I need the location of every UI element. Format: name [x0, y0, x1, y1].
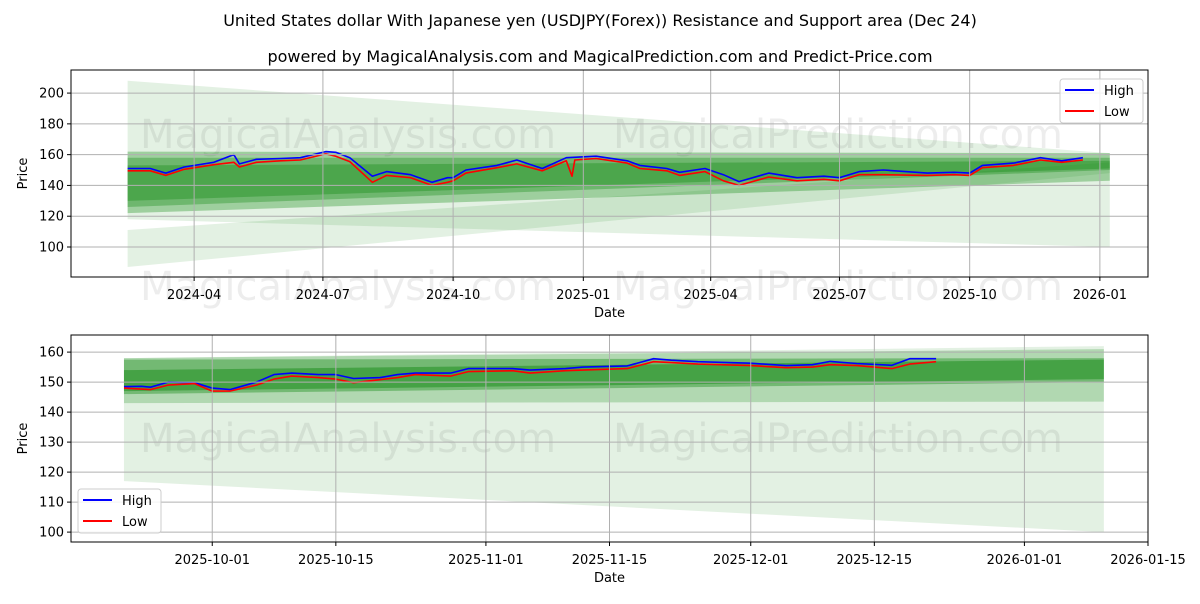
- series-line-high: [127, 150, 1084, 184]
- plot-area: [123, 346, 1104, 533]
- watermark: MagicalAnalysis.com: [140, 264, 556, 310]
- x-axis-label: Date: [594, 571, 625, 586]
- support-resistance-band: [127, 157, 1110, 207]
- support-resistance-band: [123, 346, 1104, 533]
- legend: High Low: [1059, 78, 1144, 124]
- x-tick-label: 2025-01: [556, 288, 610, 303]
- x-tick-label: 2024-04: [167, 288, 221, 303]
- legend-label-low: Low: [122, 515, 148, 530]
- y-tick-label: 140: [39, 406, 64, 421]
- series-line-high: [123, 357, 937, 391]
- watermark: MagicalPrediction.com: [613, 112, 1063, 158]
- plot-frame: [70, 69, 1149, 278]
- support-resistance-band: [123, 349, 1104, 404]
- y-tick-label: 140: [39, 179, 64, 194]
- x-tick-label: 2025-10-01: [174, 553, 250, 568]
- top-chart-panel: MagicalAnalysis.com MagicalPrediction.com…: [16, 69, 1149, 321]
- legend-label-low: Low: [1104, 105, 1130, 120]
- support-resistance-band: [123, 358, 1104, 395]
- y-tick-label: 200: [39, 87, 64, 102]
- y-tick-label: 160: [39, 346, 64, 361]
- y-tick-label: 120: [39, 466, 64, 481]
- x-tick-label: 2024-10: [426, 288, 480, 303]
- x-tick-label: 2025-11-01: [448, 553, 524, 568]
- series-line-low: [127, 153, 1083, 187]
- x-tick-label: 2025-11-15: [572, 553, 648, 568]
- y-tick-label: 100: [39, 240, 64, 255]
- x-tick-label: 2025-12-01: [713, 553, 789, 568]
- support-resistance-band: [127, 80, 1110, 247]
- y-tick-label: 100: [39, 526, 64, 541]
- watermark: MagicalPrediction.com: [613, 416, 1063, 462]
- series-line-low: [123, 360, 937, 392]
- x-tick-label: 2026-01: [1073, 288, 1127, 303]
- support-resistance-band: [127, 162, 1110, 267]
- y-tick-label: 180: [39, 117, 64, 132]
- y-tick-label: 160: [39, 148, 64, 163]
- support-resistance-band: [127, 151, 1110, 214]
- y-tick-label: 150: [39, 376, 64, 391]
- legend-label-high: High: [1104, 84, 1134, 99]
- watermark: MagicalAnalysis.com: [140, 416, 556, 462]
- legend-label-high: High: [122, 494, 152, 509]
- y-axis-label: Price: [16, 423, 31, 455]
- x-tick-label: 2025-10-15: [298, 553, 374, 568]
- chart-subtitle: powered by MagicalAnalysis.com and Magic…: [267, 47, 932, 66]
- x-tick-label: 2026-01-15: [1110, 553, 1186, 568]
- support-resistance-band: [123, 359, 1104, 392]
- x-tick-label: 2026-01-01: [987, 553, 1063, 568]
- x-tick-label: 2025-04: [684, 288, 738, 303]
- legend: High Low: [77, 488, 162, 534]
- x-tick-label: 2025-10: [943, 288, 997, 303]
- plot-area: [127, 80, 1110, 267]
- watermark: MagicalPrediction.com: [613, 264, 1063, 310]
- y-tick-label: 130: [39, 436, 64, 451]
- bottom-chart-panel: MagicalAnalysis.com MagicalPrediction.com…: [16, 334, 1186, 586]
- x-axis-label: Date: [594, 306, 625, 321]
- y-tick-label: 110: [39, 496, 64, 511]
- x-tick-label: 2025-12-15: [837, 553, 913, 568]
- plot-frame: [70, 334, 1149, 543]
- y-tick-label: 120: [39, 210, 64, 225]
- x-tick-label: 2025-07: [812, 288, 866, 303]
- chart-title: United States dollar With Japanese yen (…: [223, 11, 977, 30]
- y-axis-label: Price: [16, 158, 31, 190]
- watermark: MagicalAnalysis.com: [140, 112, 556, 158]
- x-tick-label: 2024-07: [296, 288, 350, 303]
